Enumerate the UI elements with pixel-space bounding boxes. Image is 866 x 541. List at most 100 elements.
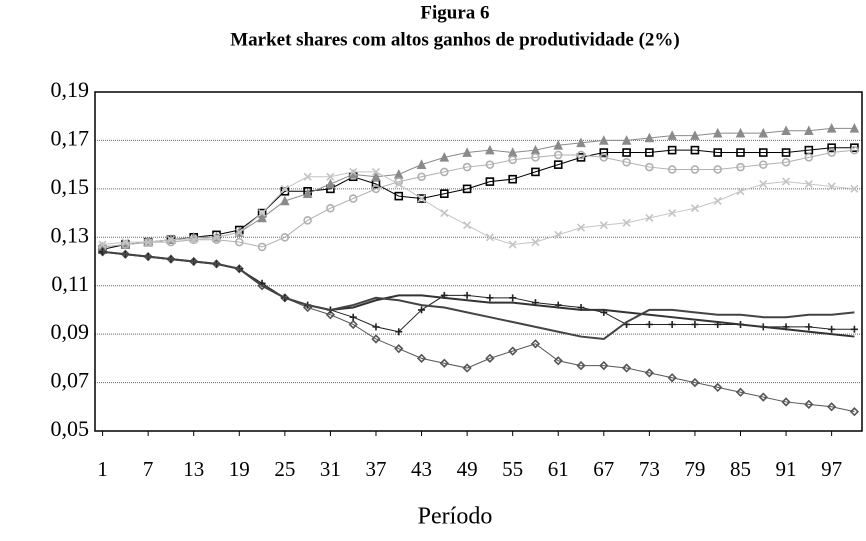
diamond-marker [508, 346, 518, 356]
square-marker [440, 189, 449, 198]
diamond-marker [758, 392, 768, 402]
diamond-marker [644, 368, 654, 378]
triangle-marker [462, 147, 472, 157]
diamond-marker [348, 319, 358, 330]
plus-marker [645, 320, 653, 328]
x-marker [303, 172, 312, 181]
diamond-marker [735, 387, 746, 397]
diamond-marker [462, 363, 472, 373]
circle-marker [303, 216, 312, 225]
diamond-marker [394, 344, 404, 354]
triangle-marker [804, 125, 814, 136]
chart-subtitle: Market shares com altos ganhos de produt… [230, 29, 680, 50]
circle-marker [234, 237, 244, 247]
chart-title: Figura 6 [420, 2, 489, 23]
square-marker [736, 148, 745, 157]
y-tick-label: 0,07 [51, 368, 90, 393]
y-tick-label: 0,15 [51, 174, 90, 199]
x-marker [759, 179, 768, 189]
circle-marker [280, 232, 290, 242]
diamond-marker [416, 353, 427, 363]
diamond-marker [371, 334, 381, 344]
x-marker [508, 240, 517, 249]
series-line [102, 127, 855, 248]
x-marker [326, 172, 335, 181]
plus-marker [418, 306, 426, 314]
plus-marker [509, 294, 517, 302]
diamond-marker [325, 310, 336, 320]
x-marker [235, 228, 244, 237]
y-tick-label: 0,13 [51, 222, 90, 247]
circle-marker [257, 242, 267, 252]
x-marker [440, 209, 449, 218]
square-marker [508, 174, 517, 184]
circle-marker [508, 155, 517, 165]
x-marker [417, 194, 426, 203]
x-marker [463, 221, 472, 230]
x-tick-label: 91 [776, 457, 797, 481]
triangle-marker [644, 132, 655, 143]
circle-marker [690, 165, 700, 174]
square-marker [827, 143, 836, 152]
plus-marker [486, 294, 494, 302]
triangle-marker [302, 188, 313, 198]
square-marker [781, 148, 791, 157]
circle-marker [758, 160, 768, 169]
square-marker [394, 191, 404, 201]
x-marker [531, 238, 540, 247]
series-line [102, 147, 855, 250]
square-marker [758, 148, 768, 157]
plus-marker [691, 320, 699, 328]
triangle-marker [257, 212, 267, 223]
y-tick-label: 0,09 [51, 319, 90, 344]
square-marker [622, 148, 631, 157]
triangle-marker [576, 137, 586, 148]
triangle-marker [690, 130, 700, 140]
x-marker [599, 221, 608, 230]
x-tick-label: 25 [274, 457, 295, 481]
x-tick-label: 85 [730, 457, 751, 481]
circle-marker [804, 153, 814, 162]
circle-marker [599, 153, 609, 162]
diamond-marker [599, 360, 609, 371]
x-marker [668, 209, 677, 218]
circle-marker [576, 150, 586, 160]
square-marker [599, 148, 609, 157]
circle-marker [440, 167, 449, 177]
plus-marker [828, 325, 836, 333]
x-marker [258, 209, 267, 218]
plus-marker [805, 323, 813, 331]
diamond-marker [553, 356, 563, 366]
x-marker [98, 240, 107, 249]
diamond-marker [530, 339, 541, 349]
x-tick-label: 7 [143, 457, 154, 481]
x-tick-label: 97 [821, 457, 842, 481]
triangle-marker [599, 135, 609, 145]
triangle-marker [280, 195, 290, 206]
x-marker [280, 184, 289, 193]
circle-marker [781, 157, 791, 167]
circle-marker [736, 162, 745, 172]
x-marker [804, 179, 813, 189]
diamond-marker [576, 360, 586, 371]
x-marker [394, 179, 403, 189]
plus-marker [850, 325, 858, 333]
x-tick-label: 79 [684, 457, 705, 481]
x-marker [166, 235, 176, 244]
series-line [102, 149, 855, 248]
x-marker [189, 235, 198, 244]
triangle-marker [826, 123, 837, 133]
x-marker [713, 196, 722, 206]
diamond-marker [849, 406, 860, 417]
y-tick-label: 0,19 [51, 77, 90, 102]
circle-marker [553, 150, 563, 160]
diamond-marker [804, 399, 814, 409]
square-marker [531, 167, 540, 177]
series-line [102, 171, 855, 246]
x-marker [781, 177, 791, 186]
x-marker [736, 187, 745, 196]
x-tick-label: 43 [411, 457, 432, 481]
x-tick-label: 61 [548, 457, 569, 481]
triangle-marker [758, 127, 769, 138]
x-marker [645, 213, 654, 222]
